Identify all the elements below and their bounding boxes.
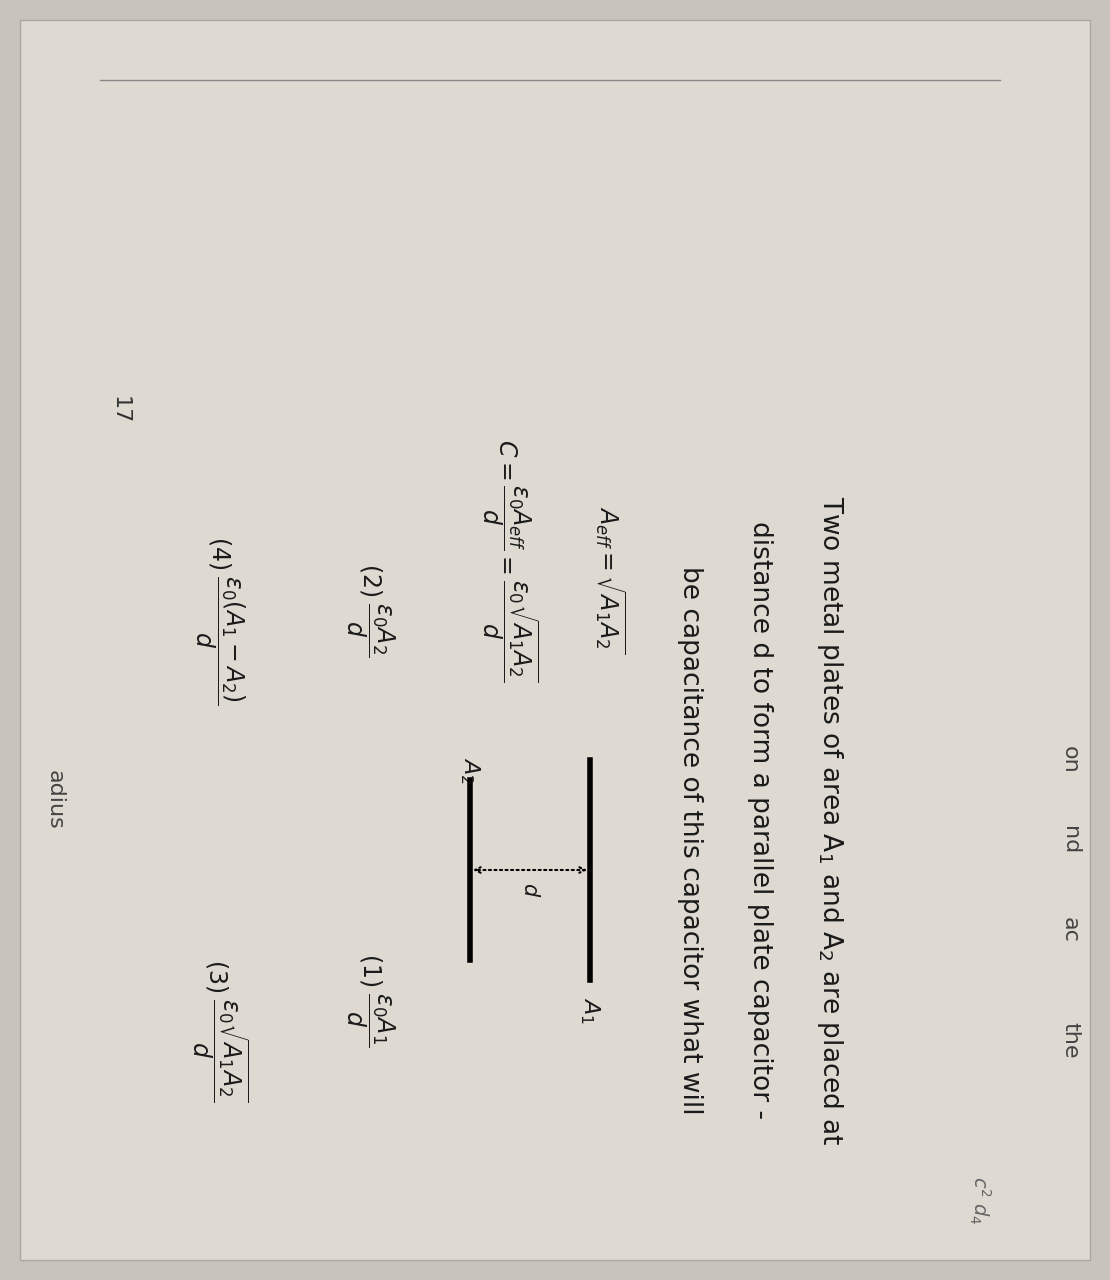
Text: adius: adius — [46, 771, 65, 829]
Text: $A_2$: $A_2$ — [458, 756, 482, 783]
Text: 17: 17 — [110, 396, 130, 424]
Text: $A_1$: $A_1$ — [578, 997, 602, 1024]
Text: distance d to form a parallel plate capacitor -: distance d to form a parallel plate capa… — [747, 521, 773, 1119]
Text: $d$: $d$ — [519, 882, 539, 897]
Text: Two metal plates of area A$_1$ and A$_2$ are placed at: Two metal plates of area A$_1$ and A$_2$… — [815, 495, 845, 1144]
Text: be capacitance of this capacitor what will: be capacitance of this capacitor what wi… — [677, 566, 703, 1115]
Text: $(4)\;\dfrac{\varepsilon_0 (A_1 - A_2)}{d}$: $(4)\;\dfrac{\varepsilon_0 (A_1 - A_2)}{… — [193, 536, 246, 704]
Text: on: on — [1060, 746, 1080, 774]
Text: $(3)\;\dfrac{\varepsilon_0 \sqrt{A_1 A_2}}{d}$: $(3)\;\dfrac{\varepsilon_0 \sqrt{A_1 A_2… — [190, 959, 251, 1101]
Text: $C = \dfrac{\varepsilon_0 A_{eff}}{d} = \dfrac{\varepsilon_0 \sqrt{A_1 A_2}}{d}$: $C = \dfrac{\varepsilon_0 A_{eff}}{d} = … — [480, 439, 541, 681]
Text: $(1)\;\dfrac{\varepsilon_0 A_1}{d}$: $(1)\;\dfrac{\varepsilon_0 A_1}{d}$ — [344, 954, 396, 1047]
FancyBboxPatch shape — [20, 20, 1090, 1260]
Text: nd: nd — [1060, 826, 1080, 854]
Text: $(2)\;\dfrac{\varepsilon_0 A_2}{d}$: $(2)\;\dfrac{\varepsilon_0 A_2}{d}$ — [344, 563, 396, 657]
Text: $c^2\;d_4$: $c^2\;d_4$ — [968, 1176, 992, 1224]
Text: $A_{eff} = \sqrt{A_1 A_2}$: $A_{eff} = \sqrt{A_1 A_2}$ — [593, 506, 627, 654]
Text: ac: ac — [1060, 916, 1080, 943]
Text: the: the — [1060, 1021, 1080, 1059]
